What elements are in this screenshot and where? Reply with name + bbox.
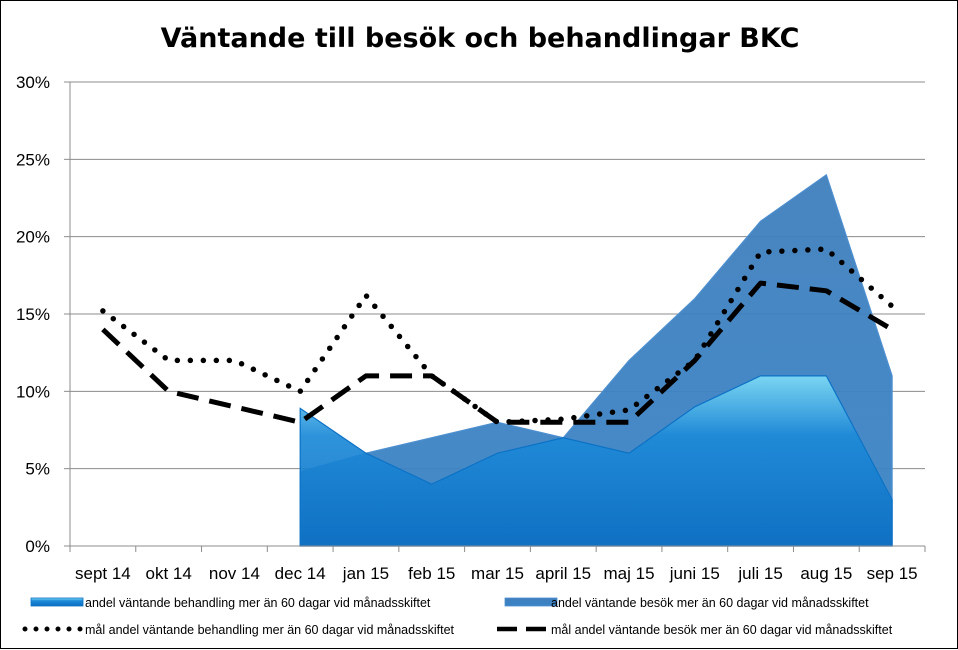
y-tick-label: 0% [25, 537, 50, 556]
x-tick-label: juni 15 [669, 564, 720, 583]
x-tick-label: jan 15 [342, 564, 389, 583]
y-tick-label: 20% [16, 228, 50, 247]
x-tick-label: sept 14 [75, 564, 131, 583]
legend-swatch [31, 598, 83, 606]
y-tick-label: 25% [16, 150, 50, 169]
x-tick-label: sep 15 [867, 564, 918, 583]
x-tick-label: mar 15 [471, 564, 524, 583]
area-series [300, 175, 892, 546]
x-tick-label: dec 14 [275, 564, 326, 583]
legend-label: mål andel väntande besök mer än 60 dagar… [551, 623, 893, 637]
y-tick-label: 30% [16, 73, 50, 92]
legend-label: andel väntande besök mer än 60 dagar vid… [551, 596, 869, 610]
legend-swatch [505, 598, 557, 606]
legend-label: andel väntande behandling mer än 60 daga… [85, 596, 431, 610]
legend-label: mål andel väntande behandling mer än 60 … [85, 623, 455, 637]
x-tick-label: maj 15 [604, 564, 655, 583]
x-tick-labels: sept 14 okt 14 nov 14 dec 14 jan 15 feb 15 mar… [75, 564, 918, 583]
x-tick-label: nov 14 [209, 564, 260, 583]
x-tick-label: okt 14 [145, 564, 191, 583]
x-tick-label: aug 15 [800, 564, 852, 583]
x-tick-label: feb 15 [408, 564, 455, 583]
legend: andel väntande behandling mer än 60 daga… [25, 596, 893, 637]
x-tick-label: april 15 [535, 564, 591, 583]
y-tick-label: 5% [25, 460, 50, 479]
x-tick-label: juli 15 [737, 564, 782, 583]
y-tick-labels: 0% 5% 10% 15% 20% 25% 30% [16, 73, 50, 556]
chart-title: Väntande till besök och behandlingar BKC [161, 23, 800, 54]
y-tick-label: 10% [16, 382, 50, 401]
y-tick-label: 15% [16, 305, 50, 324]
